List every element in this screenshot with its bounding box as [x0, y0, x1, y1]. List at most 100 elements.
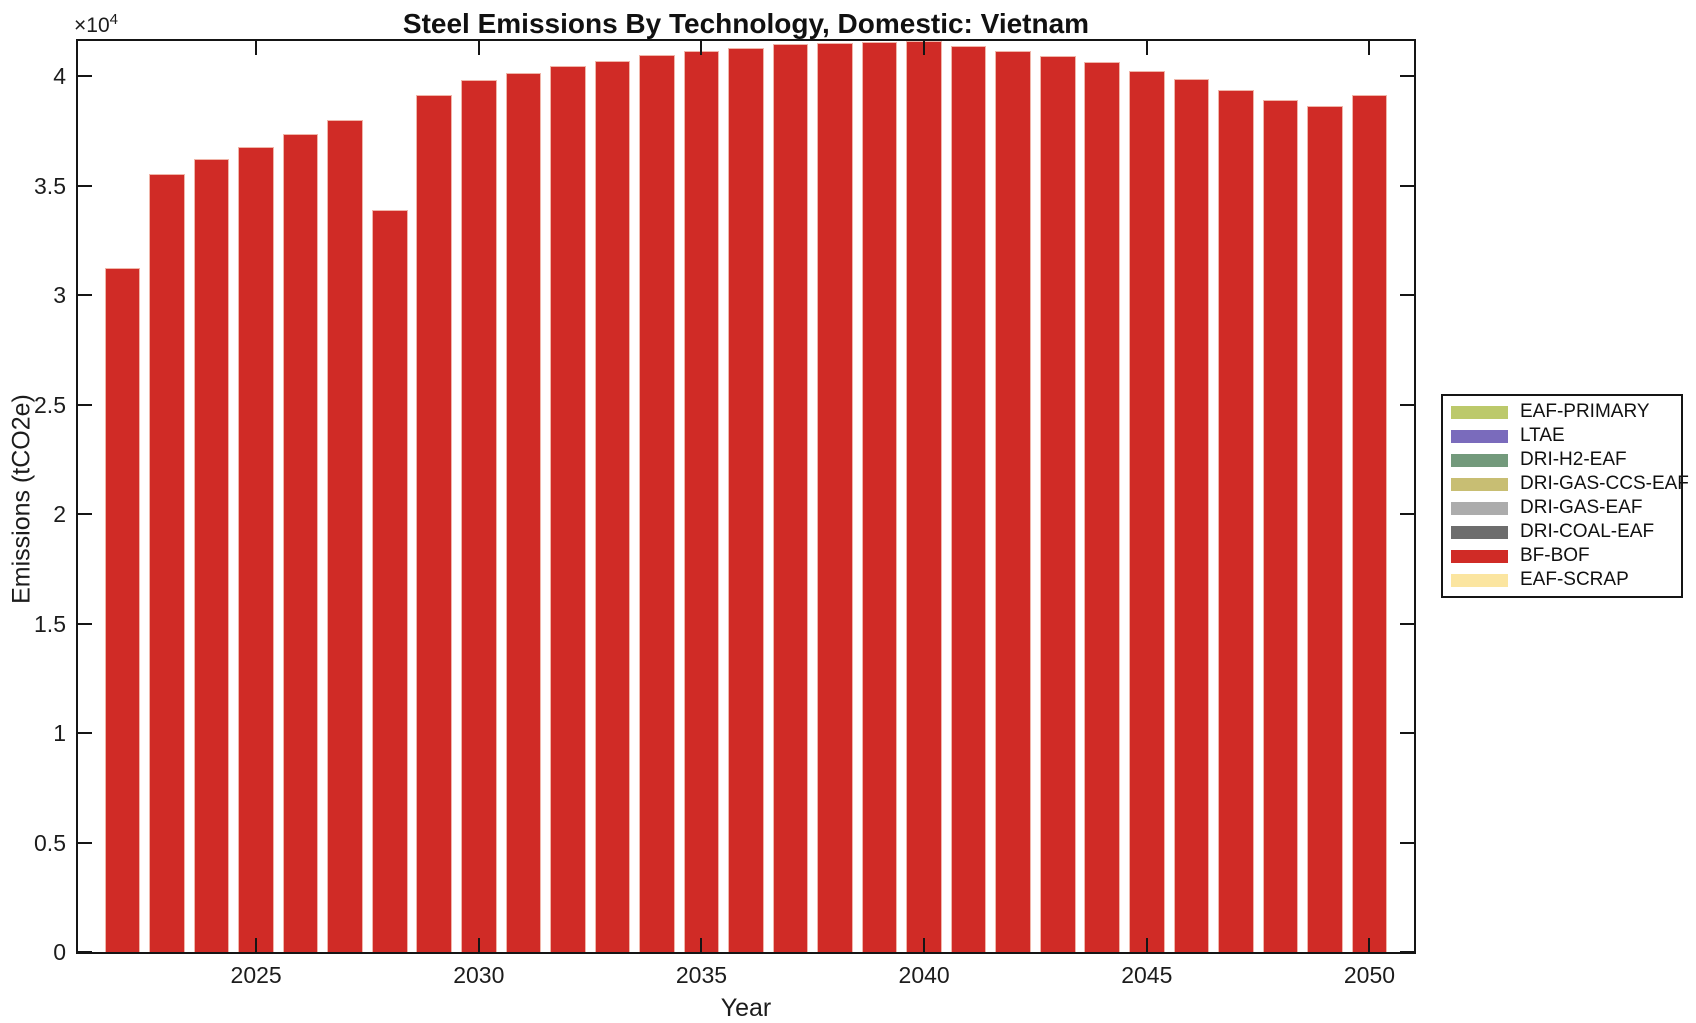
bar-2048	[1262, 100, 1299, 952]
y-tick-left-3	[78, 294, 92, 297]
plot-area	[76, 39, 1416, 954]
bar-2031	[505, 72, 542, 952]
x-tick-top-2035	[700, 41, 703, 55]
bar-2049	[1307, 105, 1343, 952]
bar-2038	[817, 42, 853, 952]
bar-2032	[550, 66, 586, 952]
x-tick-top-2025	[255, 41, 258, 55]
y-tick-right-3.5	[1400, 184, 1414, 187]
y-tick-label-0: 0	[53, 939, 66, 965]
y-tick-label-2.5: 2.5	[34, 391, 66, 418]
chart-title: Steel Emissions By Technology, Domestic:…	[402, 8, 1090, 39]
legend-item-ltae: LTAE	[1451, 424, 1681, 448]
legend-swatch-dri-h2-eaf	[1451, 453, 1508, 467]
legend-label-eaf-primary: EAF-PRIMARY	[1520, 401, 1650, 422]
legend-swatch-ltae	[1451, 429, 1508, 443]
legend-swatch-dri-gas-ccs-eaf	[1451, 477, 1508, 491]
legend-item-eaf-scrap: EAF-SCRAP	[1451, 568, 1681, 592]
y-axis-label: Emissions (tCO2e)	[7, 394, 36, 604]
x-tick-label-2035: 2035	[675, 962, 728, 988]
x-tick-label-2040: 2040	[898, 962, 950, 988]
bar-2027	[327, 119, 363, 952]
x-tick-label-2025: 2025	[230, 962, 282, 988]
y-tick-left-3.5	[78, 184, 92, 187]
bar-2030	[460, 80, 497, 952]
y-tick-label-2: 2	[53, 501, 66, 528]
legend-item-bf-bof: BF-BOF	[1451, 544, 1681, 568]
legend-swatch-dri-gas-eaf	[1451, 501, 1508, 515]
legend-swatch-dri-coal-eaf	[1451, 525, 1508, 539]
bar-2037	[772, 44, 809, 952]
legend-swatch-eaf-primary	[1451, 405, 1508, 419]
x-tick-top-2030	[477, 41, 480, 55]
y-tick-right-1	[1400, 732, 1414, 734]
y-tick-right-0.5	[1400, 841, 1414, 844]
y-tick-right-4	[1400, 75, 1414, 78]
bar-2035	[683, 50, 720, 952]
x-tick-bottom-2030	[477, 938, 480, 952]
bar-2024	[193, 159, 230, 952]
y-tick-left-1.5	[78, 622, 92, 625]
bar-2025	[238, 147, 274, 952]
x-tick-top-2040	[923, 41, 926, 55]
bar-2043	[1039, 56, 1076, 952]
x-tick-top-2050	[1368, 41, 1371, 55]
y-tick-right-2	[1400, 513, 1414, 516]
legend-swatch-bf-bof	[1451, 549, 1508, 563]
y-tick-label-1.5: 1.5	[34, 610, 66, 637]
x-axis-label: Year	[720, 994, 772, 1022]
x-tick-bottom-2050	[1368, 938, 1371, 952]
legend-label-bf-bof: BF-BOF	[1520, 545, 1590, 566]
y-axis-multiplier-base: ×10	[74, 14, 110, 37]
legend-item-dri-coal-eaf: DRI-COAL-EAF	[1451, 520, 1681, 544]
y-tick-label-3: 3	[53, 282, 66, 309]
bar-2039	[861, 41, 898, 952]
legend-item-dri-gas-eaf: DRI-GAS-EAF	[1451, 496, 1681, 520]
legend-label-dri-gas-ccs-eaf: DRI-GAS-CCS-EAF	[1520, 473, 1689, 494]
y-tick-left-1	[78, 732, 92, 734]
bar-2044	[1084, 61, 1121, 952]
y-tick-label-0.5: 0.5	[34, 829, 66, 856]
bar-2042	[995, 50, 1031, 952]
y-tick-right-2.5	[1400, 403, 1414, 406]
bar-2026	[282, 134, 319, 952]
legend-label-dri-h2-eaf: DRI-H2-EAF	[1520, 449, 1627, 470]
x-tick-label-2030: 2030	[453, 962, 505, 988]
y-tick-label-3.5: 3.5	[34, 172, 66, 199]
y-tick-right-3	[1400, 294, 1414, 297]
y-tick-left-2	[78, 513, 92, 516]
bar-2022	[104, 267, 141, 952]
x-tick-bottom-2045	[1145, 938, 1148, 952]
legend-label-eaf-scrap: EAF-SCRAP	[1520, 569, 1629, 590]
legend-item-eaf-primary: EAF-PRIMARY	[1451, 400, 1681, 424]
legend-item-dri-h2-eaf: DRI-H2-EAF	[1451, 448, 1681, 472]
legend-item-dri-gas-ccs-eaf: DRI-GAS-CCS-EAF	[1451, 472, 1689, 496]
legend-label-dri-gas-eaf: DRI-GAS-EAF	[1520, 497, 1643, 518]
bar-2047	[1218, 90, 1254, 952]
bar-2029	[416, 94, 453, 952]
y-axis-multiplier: ×104	[74, 11, 118, 38]
y-tick-left-2.5	[78, 403, 92, 406]
bar-2046	[1173, 79, 1210, 952]
bar-2023	[149, 173, 185, 952]
legend-label-dri-coal-eaf: DRI-COAL-EAF	[1520, 521, 1655, 542]
x-tick-bottom-2025	[255, 938, 258, 952]
x-tick-top-2045	[1145, 41, 1148, 55]
bar-2045	[1128, 70, 1165, 952]
bar-2040	[906, 41, 942, 952]
x-tick-label-2045: 2045	[1121, 962, 1173, 988]
x-tick-bottom-2040	[923, 938, 926, 952]
y-tick-right-0	[1400, 951, 1414, 953]
bar-2041	[950, 46, 987, 952]
legend-swatch-eaf-scrap	[1451, 573, 1508, 587]
bar-2028	[371, 209, 408, 952]
y-tick-left-4	[78, 75, 92, 78]
y-tick-left-0	[78, 951, 92, 953]
y-axis-multiplier-exponent: 4	[109, 11, 118, 28]
y-tick-left-0.5	[78, 841, 92, 844]
y-tick-label-1: 1	[53, 720, 66, 746]
x-tick-bottom-2035	[700, 938, 703, 952]
legend: EAF-PRIMARY LTAE DRI-H2-EAF DRI-GAS-CCS-EAF…	[1441, 394, 1689, 598]
bar-2034	[639, 55, 675, 952]
